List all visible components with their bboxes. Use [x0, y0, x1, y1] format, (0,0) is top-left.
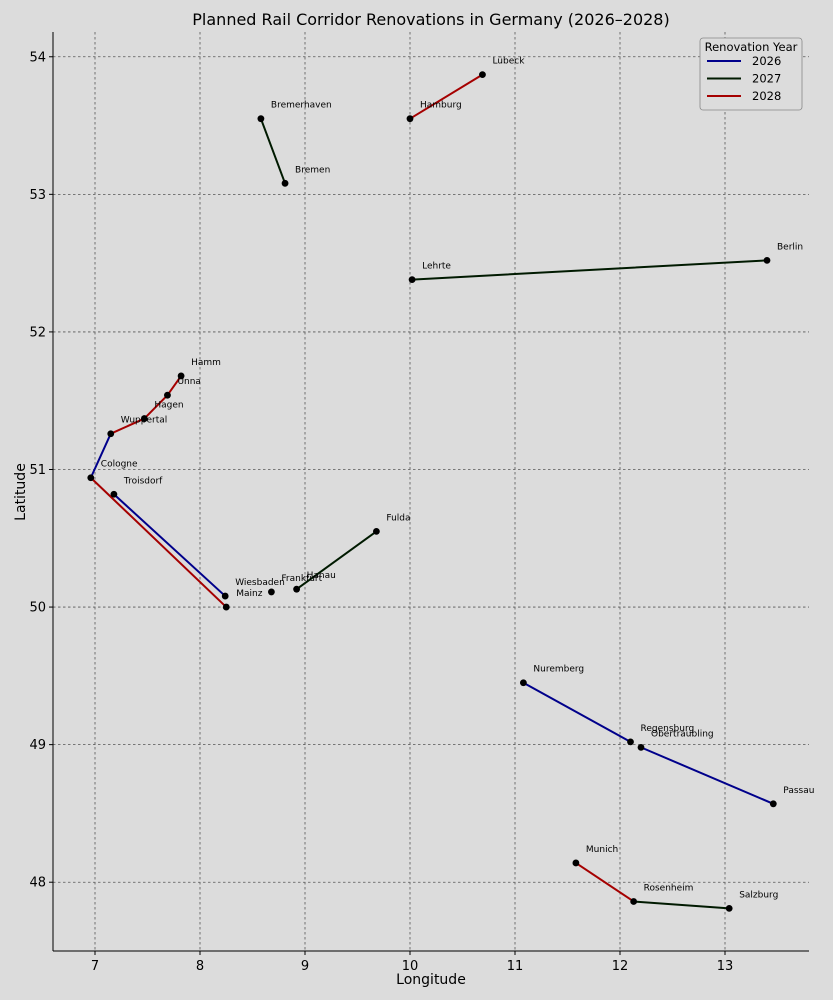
city-label: Rosenheim [644, 883, 694, 893]
y-tick-label: 48 [29, 876, 46, 891]
city-point [725, 904, 733, 912]
city-point [87, 474, 95, 482]
city-point [221, 592, 229, 600]
city-label: Hamburg [420, 101, 462, 111]
city-label: Berlin [777, 242, 803, 252]
city-point [627, 738, 634, 746]
corridor-line-2028 [143, 394, 169, 420]
city-point [408, 276, 416, 284]
legend: Renovation Year 2026 2027 2028 [699, 37, 803, 111]
city-point [177, 372, 185, 380]
y-tick-label: 52 [29, 325, 46, 340]
city-point [164, 391, 171, 399]
city-point [281, 179, 289, 187]
corridor-line-2026 [640, 746, 775, 805]
corridor-line-2028 [574, 861, 635, 903]
city-label: Fulda [386, 513, 410, 523]
corridor-line-2026 [522, 681, 632, 743]
city-label: Lübeck [492, 57, 525, 67]
city-point [110, 490, 118, 498]
city-label: Hanau [307, 571, 336, 581]
x-tick-label: 8 [196, 959, 204, 974]
corridor-line-2027 [295, 530, 378, 591]
city-point [257, 115, 265, 123]
city-point [406, 115, 414, 123]
city-point [107, 430, 115, 438]
city-label: Salzburg [739, 890, 778, 900]
city-label: Wiesbaden [235, 578, 285, 588]
city-point [520, 679, 527, 687]
axes-layer: 7 8 9 10 11 12 13 48 49 50 51 52 53 54 [29, 32, 809, 974]
corridor-line-2027 [632, 900, 731, 910]
corridor-line-2028 [89, 476, 228, 609]
corridor-line-2028 [109, 417, 146, 435]
corridor-line-2028 [409, 73, 484, 120]
city-label: Regensburg [641, 724, 695, 734]
city-label: Bremen [295, 165, 330, 175]
city-label: Bremerhaven [271, 101, 332, 111]
x-tick-label: 13 [717, 959, 734, 974]
city-label: Frankfurt [281, 574, 322, 584]
x-axis-label: Longitude [396, 972, 466, 988]
grid-layer [53, 32, 809, 951]
legend-label-2028: 2028 [752, 89, 781, 103]
city-point [763, 256, 771, 264]
corridor-line-2026 [112, 493, 227, 598]
city-label: Troisdorf [123, 476, 163, 486]
city-labels: Lübeck Hamburg Bremerhaven Bremen Berlin Lehr… [101, 57, 815, 901]
y-tick-label: 50 [29, 601, 46, 616]
city-label: Passau [783, 786, 814, 796]
x-tick-label: 9 [301, 959, 309, 974]
city-point [572, 859, 580, 867]
y-tick-label: 49 [29, 738, 46, 753]
x-tick-label: 11 [507, 959, 524, 974]
corridor-line-2028 [166, 374, 183, 397]
legend-label-2027: 2027 [752, 72, 781, 86]
city-point [222, 603, 230, 611]
corridor-line-2027 [411, 259, 768, 281]
corridor-lines [89, 73, 775, 910]
corridor-line-2027 [259, 117, 287, 185]
chart-title: Planned Rail Corridor Renovations in Ger… [192, 10, 669, 29]
city-point [293, 585, 300, 593]
city-label: Munich [586, 845, 618, 855]
y-tick-label: 54 [29, 50, 46, 65]
city-point [637, 743, 645, 751]
city-point [268, 588, 275, 596]
legend-entries: 2026 2027 2028 [707, 54, 781, 103]
x-tick-label: 12 [612, 959, 629, 974]
city-point [373, 527, 380, 535]
city-point [140, 415, 148, 422]
city-points [87, 71, 777, 912]
city-point [630, 898, 638, 905]
legend-box [699, 37, 803, 111]
city-label: Wuppertal [121, 416, 168, 426]
y-tick-label: 51 [29, 463, 46, 478]
city-label: Mainz [236, 589, 262, 599]
city-label: Cologne [101, 460, 138, 470]
city-point [769, 800, 777, 808]
y-tick-label: 53 [29, 188, 46, 203]
x-tick-label: 10 [402, 959, 419, 974]
city-label: Obertraubling [651, 729, 714, 739]
legend-title: Renovation Year [705, 40, 798, 54]
city-point [479, 71, 486, 79]
city-label: Nuremberg [533, 665, 584, 675]
city-label: Lehrte [422, 262, 451, 272]
corridor-line-2026 [89, 432, 112, 479]
city-label: Hagen [154, 401, 183, 411]
x-tick-label: 7 [91, 959, 99, 974]
legend-label-2026: 2026 [752, 54, 781, 68]
y-axis-label: Latitude [13, 463, 29, 521]
city-label: Hamm [191, 358, 221, 368]
city-label: Unna [177, 377, 201, 387]
